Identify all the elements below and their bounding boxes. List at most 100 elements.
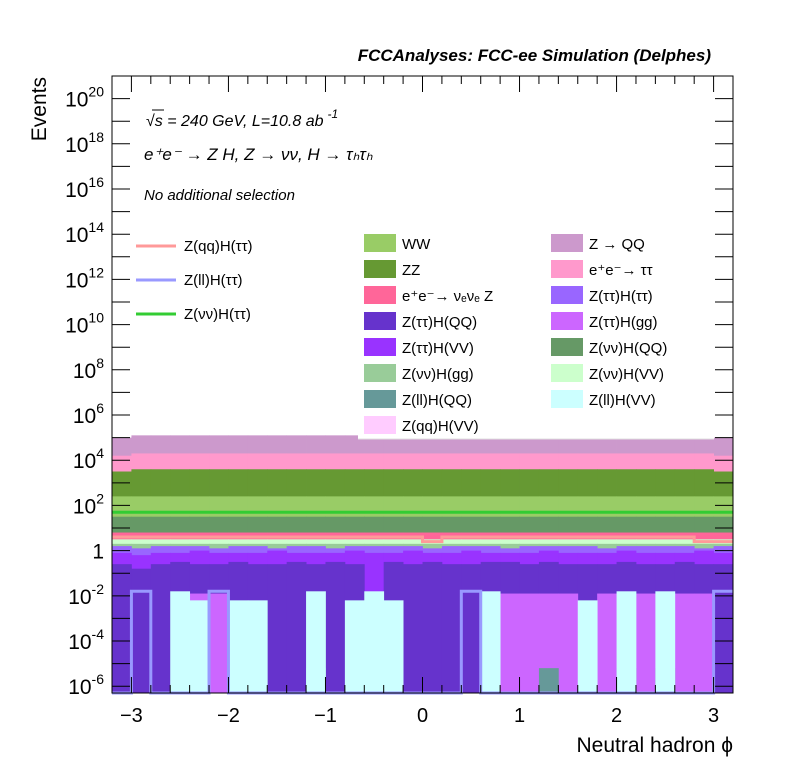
y-axis-label: Events: [28, 77, 51, 141]
legend-label: Z(ττ)H(QQ): [402, 314, 477, 331]
legend-swatch: [551, 338, 583, 356]
legend-background: WW Z → QQ ZZ e⁺e⁻→ ττ e⁺e⁻→ νₑνₑ Z Z(ττ)H(ττ)…: [358, 230, 714, 440]
stack-bar-2-bin-5: [209, 593, 229, 693]
y-tick-label: 1016: [65, 174, 104, 202]
legend-swatch: [364, 390, 396, 408]
y-tick-label: 1020: [65, 84, 104, 112]
stack-bar-3-bin-31: [713, 564, 734, 693]
y-tick-label: 1010: [65, 310, 104, 338]
stack-bar-3-bin-11: [325, 561, 346, 693]
y-tick-label: 1018: [65, 129, 104, 157]
legend-label: e⁺e⁻→ νₑνₑ Z: [402, 288, 493, 305]
chart-title: FCCAnalyses: FCC-ee Simulation (Delphes): [358, 46, 712, 65]
legend-label: Z(ττ)H(gg): [589, 314, 658, 331]
legend-swatch: [364, 234, 396, 252]
energy-annotation: √s = 240 GeV, L=10.8 ab -1: [146, 107, 338, 130]
legend-swatch: [551, 390, 583, 408]
legend-swatch: [364, 338, 396, 356]
process-annotation: e⁺e⁻ → Z H, Z → νν, H → τₕτₕ: [144, 145, 373, 164]
legend-label: Z(νν)H(VV): [589, 366, 664, 383]
y-tick-label: 10-6: [68, 671, 104, 699]
y-tick-label: 1012: [65, 264, 104, 292]
legend-swatch: [551, 260, 583, 278]
x-tick-label: 3: [708, 705, 719, 727]
y-axis: 1020 1018 1016 1014 1012 1010 108 106 104 102 1 10-…: [65, 75, 733, 699]
legend-swatch: [364, 312, 396, 330]
stack-bar-0-bin-19: [480, 591, 501, 693]
stack-bar-3-bin-16: [422, 561, 443, 693]
y-tick-label: 106: [73, 400, 104, 428]
y-tick-label: 10-4: [68, 626, 104, 654]
legend-swatch: [364, 364, 396, 382]
legend-label: Z(ll)H(QQ): [402, 392, 472, 409]
selection-annotation: No additional selection: [144, 187, 295, 204]
legend-label: ZZ: [402, 262, 420, 279]
legend-label: WW: [402, 236, 431, 253]
stack-bar-2-bin-25: [597, 593, 617, 693]
x-tick-label: −1: [314, 705, 337, 727]
stack-bar-0-bin-12: [344, 600, 365, 693]
legend-swatch: [364, 286, 396, 304]
stack-bar-1-bin-22: [538, 668, 559, 693]
stack-bar-0-bin-4: [189, 600, 210, 693]
stack-bar-0-bin-10: [306, 591, 326, 693]
stack-bar-2-bin-27: [635, 593, 656, 693]
stack-bar-3-bin-18: [461, 564, 482, 693]
stack-bar-0-bin-26: [616, 591, 637, 693]
y-tick-label: 10-2: [68, 581, 104, 609]
x-tick-label: −2: [217, 705, 240, 727]
stack-bar-3-bin-2: [150, 564, 171, 693]
x-tick-label: −3: [120, 705, 143, 727]
stack-bar-3-bin-1: [131, 568, 152, 693]
x-axis-label: Neutral hadron ϕ: [576, 734, 733, 757]
legend-label: Z(νν)H(gg): [402, 366, 474, 383]
legend-label: Z → QQ: [589, 236, 645, 253]
stack-bar-2-bin-23: [558, 593, 579, 693]
stack-bar-3-bin-9: [286, 561, 307, 693]
stack-bar-0-bin-28: [655, 591, 676, 693]
stack-bar-2-bin-30: [694, 593, 714, 693]
x-tick-label: 1: [514, 705, 525, 727]
stack-bar-0-bin-14: [383, 600, 404, 693]
legend-label: Z(ll)H(VV): [589, 392, 656, 409]
x-axis: −3 −2 −1 0 1 2 3: [111, 76, 734, 727]
x-tick-label: 0: [417, 705, 428, 727]
x-tick-label: 2: [611, 705, 622, 727]
signal-line-0: [112, 535, 733, 544]
stack-bar-0-bin-13: [364, 591, 385, 693]
stack-bar-3-bin-0: [112, 564, 132, 693]
legend-signal-label: Z(νν)H(ττ): [184, 306, 251, 323]
stack-bar-2-bin-20: [500, 593, 520, 693]
stack-bar-2-bin-21: [519, 593, 540, 693]
legend-label: e⁺e⁻→ ττ: [589, 262, 653, 279]
legend-swatch: [551, 234, 583, 252]
y-tick-label: 108: [73, 355, 104, 383]
plot-area: [112, 435, 734, 695]
stack-bar-0-bin-6: [228, 600, 249, 693]
legend-swatch: [551, 312, 583, 330]
stack-bar-0-bin-7: [247, 600, 268, 693]
legend-label: Z(ττ)H(VV): [402, 340, 474, 357]
y-tick-label: 1014: [65, 219, 104, 247]
legend-label: Z(νν)H(QQ): [589, 340, 667, 357]
legend-signal-label: Z(ll)H(ττ): [184, 272, 243, 289]
legend-background-box: [358, 230, 714, 439]
stack-bar-0-bin-3: [170, 591, 191, 693]
y-tick-label: 1: [92, 541, 104, 564]
stack-bar-2-bin-29: [674, 593, 695, 693]
legend-swatch: [364, 416, 396, 434]
y-tick-label: 104: [73, 445, 104, 473]
legend-label: Z(qq)H(VV): [402, 418, 479, 435]
stack-bar-3-bin-17: [441, 564, 462, 693]
legend-signal-label: Z(qq)H(ττ): [184, 238, 253, 255]
stack-bar-3-bin-8: [267, 564, 288, 693]
legend-swatch: [551, 364, 583, 382]
legend-signal: Z(qq)H(ττ) Z(ll)H(ττ) Z(νν)H(ττ): [136, 238, 253, 323]
y-tick-label: 102: [73, 490, 104, 518]
legend-swatch: [551, 286, 583, 304]
stack-bar-3-bin-15: [403, 564, 423, 693]
stack-bar-0-bin-24: [577, 600, 598, 693]
legend-label: Z(ττ)H(ττ): [589, 288, 653, 305]
legend-swatch: [364, 260, 396, 278]
